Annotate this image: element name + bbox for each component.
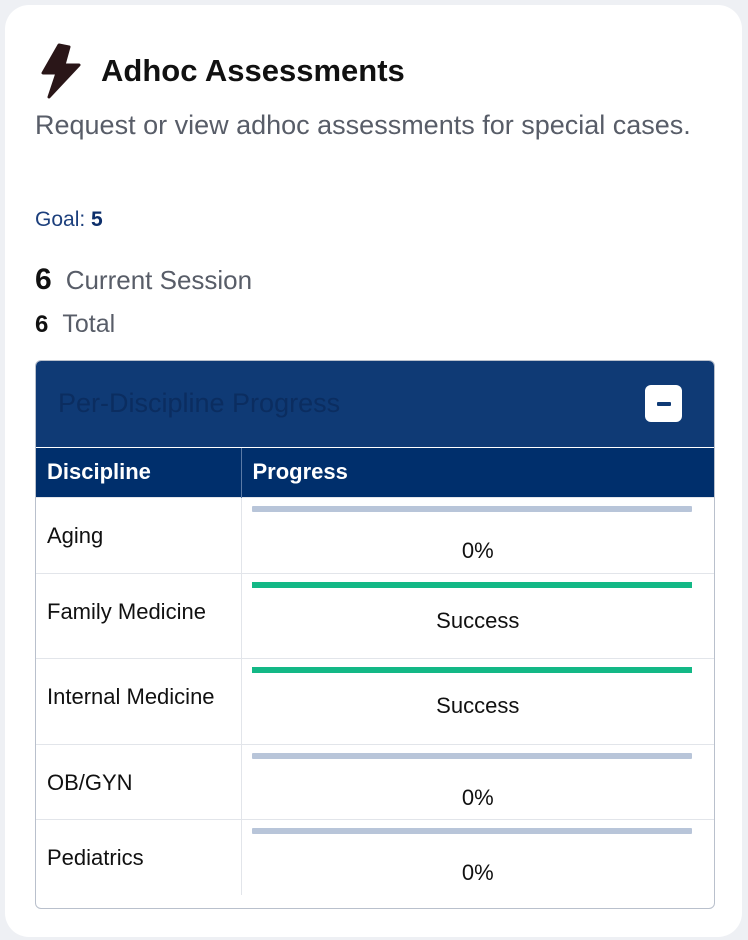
discipline-cell: Pediatrics [36,818,242,895]
progress-bar-fill [251,666,692,673]
goal-label: Goal: [35,208,86,231]
progress-bar [251,752,692,759]
total-value: 6 [35,311,49,338]
table-row: OB/GYN 0% [36,743,714,819]
panel-title: Per-Discipline Progress [58,388,341,418]
progress-table: Discipline Progress Aging 0% Family Medic… [36,448,714,895]
progress-bar-fill [251,581,692,588]
progress-cell: Success [241,572,714,658]
progress-bar [251,505,692,512]
goal: Goal: 5 [35,208,103,232]
adhoc-assessments-card: Adhoc Assessments Request or view adhoc … [5,5,742,937]
lightning-bolt-icon [41,43,81,99]
total-stat: 6 Total [35,310,115,339]
discipline-cell: Aging [36,496,242,573]
goal-value: 5 [91,208,103,231]
current-session-value: 6 [35,263,52,296]
progress-label: Success [436,607,520,633]
progress-label: Success [436,692,520,718]
progress-label: 0% [461,859,494,885]
total-label: Total [62,310,116,338]
progress-cell: 0% [241,743,714,819]
current-session-stat: 6 Current Session [35,263,252,297]
discipline-cell: Internal Medicine [36,657,242,744]
progress-cell: Success [241,657,714,744]
progress-label: 0% [461,784,494,810]
table-row: Family Medicine Success [36,572,714,658]
minus-icon [656,401,671,406]
progress-label: 0% [461,537,494,563]
discipline-cell: OB/GYN [36,743,242,819]
progress-cell: 0% [241,818,714,895]
card-title: Adhoc Assessments [101,53,405,88]
column-header-progress: Progress [241,448,714,497]
discipline-cell: Family Medicine [36,572,242,658]
panel-header: Per-Discipline Progress [36,361,714,447]
column-header-discipline: Discipline [36,448,242,497]
per-discipline-panel: Per-Discipline Progress Discipline Progr… [35,360,715,909]
card-header: Adhoc Assessments [37,43,405,99]
collapse-button[interactable] [645,385,682,422]
table-row: Pediatrics 0% [36,818,714,895]
card-description: Request or view adhoc assessments for sp… [35,110,691,140]
progress-bar [251,827,692,834]
progress-cell: 0% [241,496,714,573]
current-session-label: Current Session [65,265,253,295]
table-row: Internal Medicine Success [36,657,714,744]
progress-bar [251,666,692,673]
table-row: Aging 0% [36,496,714,573]
progress-bar [251,581,692,588]
